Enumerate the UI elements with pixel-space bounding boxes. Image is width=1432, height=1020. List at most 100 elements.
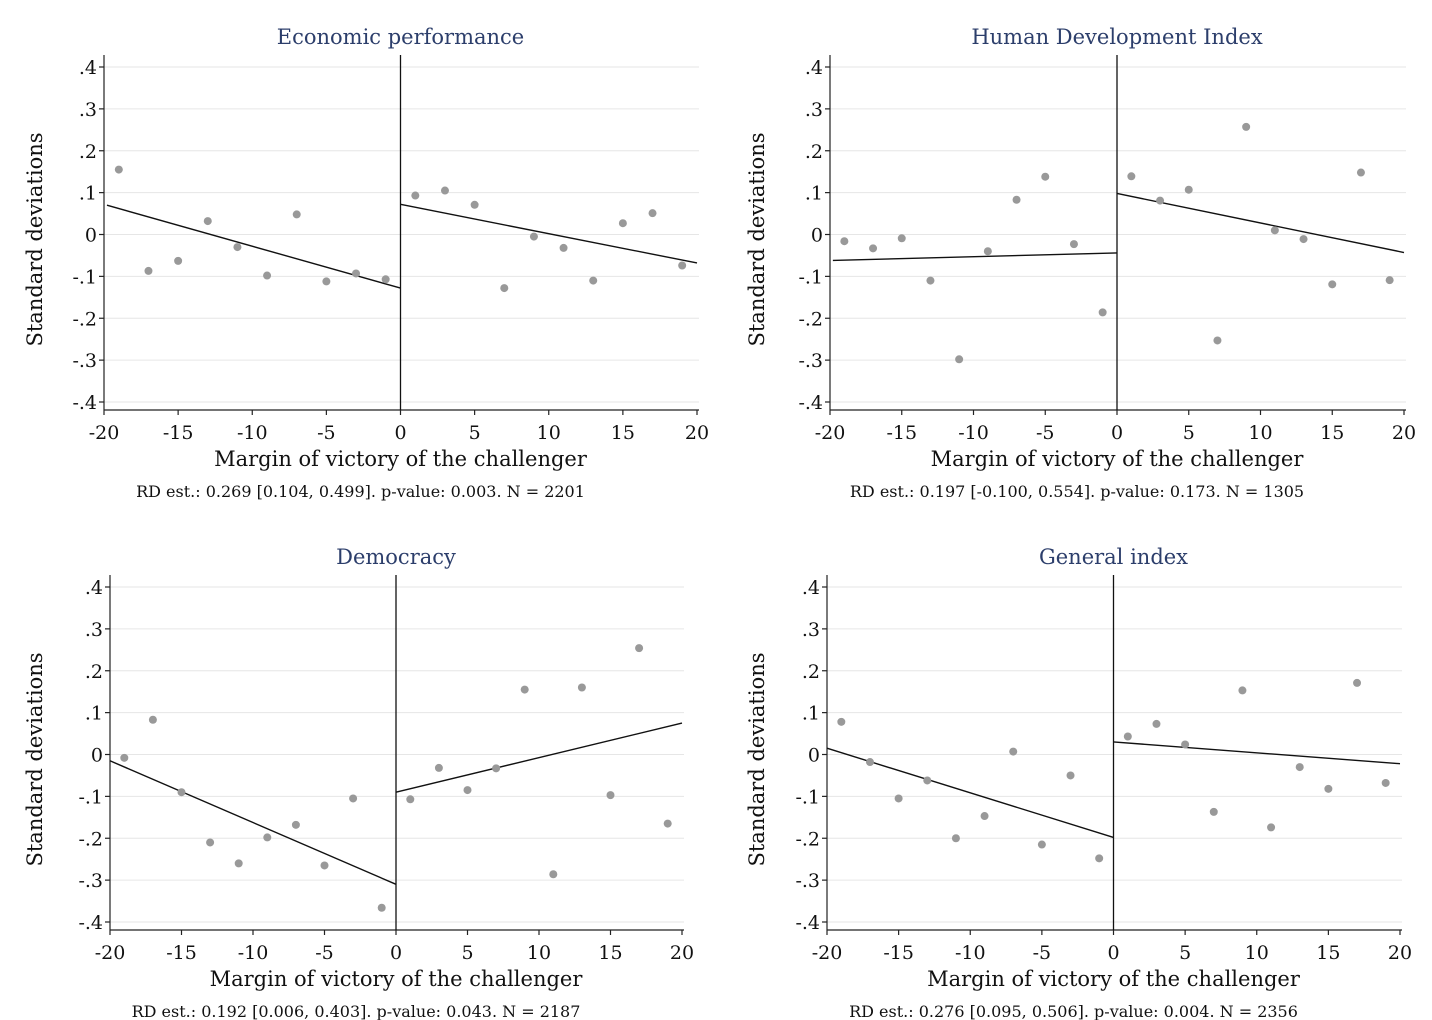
democracy-x-axis-label: Margin of victory of the challenger [210,967,584,991]
general-index-title: General index [1039,545,1188,569]
democracy-data-point [291,820,300,829]
human-development-index-data-point [1012,195,1021,204]
human-development-index-data-point [1127,172,1136,181]
economic-performance-y-tick-label: .3 [79,99,97,121]
human-development-index-x-tick-label: 20 [1392,422,1416,444]
democracy-data-point [320,861,329,870]
democracy-data-point [463,786,472,795]
democracy-y-tick-label: .2 [85,661,103,683]
democracy-data-point [177,788,186,797]
democracy-gridlines [110,586,684,923]
economic-performance-points [114,165,687,293]
human-development-index-data-point [1356,168,1365,177]
human-development-index-x-tick-label: 0 [1111,422,1123,444]
economic-performance-data-point [618,219,627,228]
human-development-index-data-point [1270,226,1279,235]
human-development-index-y-tick-label: -.2 [798,308,823,330]
economic-performance-data-point [144,266,153,275]
panel-democracy: .4 .3 .2 .1 0 -.1 -.2 -.3 -.4 -20 -15 -10 -5 0 5 10 15 20… [0,520,722,1020]
economic-performance-data-point [263,271,272,280]
economic-performance-title: Economic performance [277,25,524,49]
democracy-x-tick-label: -20 [95,942,126,964]
human-development-index-x-tick-label: -15 [886,422,917,444]
economic-performance-data-point [529,232,538,241]
democracy-data-point [349,794,358,803]
economic-performance-gridlines [104,66,699,403]
general-index-fit-line-right [1113,741,1401,765]
panel-economic-performance: .4 .3 .2 .1 0 -.1 -.2 -.3 -.4 -20 -15 -10 -5 0 5 10 15 20… [0,0,722,520]
general-index-x-axis-label: Margin of victory of the challenger [927,967,1301,991]
general-index-data-point [1009,747,1018,756]
general-index-x-tick-label: 20 [1388,942,1412,964]
economic-performance-fit-line-right [400,203,698,264]
economic-performance-y-tick-label: .1 [79,183,97,205]
economic-performance-x-tick-label: 0 [394,422,406,444]
economic-performance-data-point [292,210,301,219]
general-index-data-point [865,758,874,767]
economic-performance-data-point [678,261,687,270]
human-development-index-data-point [1098,308,1107,317]
democracy-data-point [377,903,386,912]
human-development-index-data-point [1156,196,1165,205]
general-index-data-point [1324,784,1333,793]
human-development-index-data-point [955,355,964,364]
democracy-fit-line-left [109,760,397,885]
economic-performance-data-point [174,256,183,265]
human-development-index-data-point [1069,240,1078,249]
democracy-x-tick-label: -10 [238,942,269,964]
economic-performance-x-tick-label: 5 [469,422,481,444]
general-index-data-point [1123,732,1132,741]
general-index-x-tick-label: 15 [1316,942,1340,964]
democracy-y-tick-label: -.2 [78,828,103,850]
economic-performance-y-tick-label: .4 [79,57,97,79]
economic-performance-x-tick-label: -5 [317,422,336,444]
democracy-y-tick-label: -.4 [78,912,103,934]
general-index-fit-line-left [826,747,1114,839]
human-development-index-y-tick-label: .4 [805,57,823,79]
human-development-index-fit-line-left [832,252,1118,262]
general-index-x-tick-label: 10 [1245,942,1269,964]
general-index-points [837,678,1390,863]
economic-performance-x-axis-label: Margin of victory of the challenger [214,447,588,471]
general-index-x-tick-label: 0 [1107,942,1119,964]
democracy-title: Democracy [336,545,456,569]
human-development-index-y-tick-label: -.1 [798,266,823,288]
general-index-data-point [1267,823,1276,832]
democracy-data-point [635,644,644,653]
general-index-y-axis-label: Standard deviations [745,652,769,866]
general-index-x-tick-label: -20 [812,942,843,964]
democracy-data-point [549,870,558,879]
human-development-index-data-point [1184,185,1193,194]
democracy-y-tick-label: .1 [85,703,103,725]
chart-economic-performance: .4 .3 .2 .1 0 -.1 -.2 -.3 -.4 -20 -15 -10 -5 0 5 10 15 20… [23,25,709,501]
economic-performance-y-tick-label: 0 [85,225,97,247]
human-development-index-data-point [1385,276,1394,285]
general-index-y-tick-label: .1 [802,703,820,725]
human-development-index-data-point [1242,122,1251,131]
democracy-y-tick-label: -.1 [78,786,103,808]
human-development-index-data-point [983,247,992,256]
human-development-index-data-point [869,244,878,253]
human-development-index-y-tick-label: .1 [805,183,823,205]
chart-democracy: .4 .3 .2 .1 0 -.1 -.2 -.3 -.4 -20 -15 -10 -5 0 5 10 15 20… [23,545,694,1020]
economic-performance-x-tick-label: -15 [163,422,194,444]
democracy-data-point [663,819,672,828]
economic-performance-rd-estimate-note: RD est.: 0.269 [0.104, 0.499]. p-value: … [136,482,585,501]
economic-performance-data-point [233,243,242,252]
democracy-rd-estimate-note: RD est.: 0.192 [0.006, 0.403]. p-value: … [132,1002,581,1020]
economic-performance-x-tick-label: -20 [89,422,120,444]
general-index-data-point [894,794,903,803]
general-index-x-tick-label: -5 [1033,942,1052,964]
general-index-data-point [1209,807,1218,816]
general-index-y-tick-label: -.3 [795,870,820,892]
economic-performance-y-tick-label: -.4 [72,392,97,414]
democracy-x-tick-label: 5 [461,942,473,964]
economic-performance-data-point [203,217,212,226]
democracy-data-point [577,683,586,692]
economic-performance-data-point [440,186,449,195]
economic-performance-fit-line-left [106,204,401,289]
democracy-x-tick-label: 10 [527,942,551,964]
human-development-index-data-point [1299,235,1308,244]
human-development-index-points [840,122,1394,364]
general-index-data-point [951,834,960,843]
